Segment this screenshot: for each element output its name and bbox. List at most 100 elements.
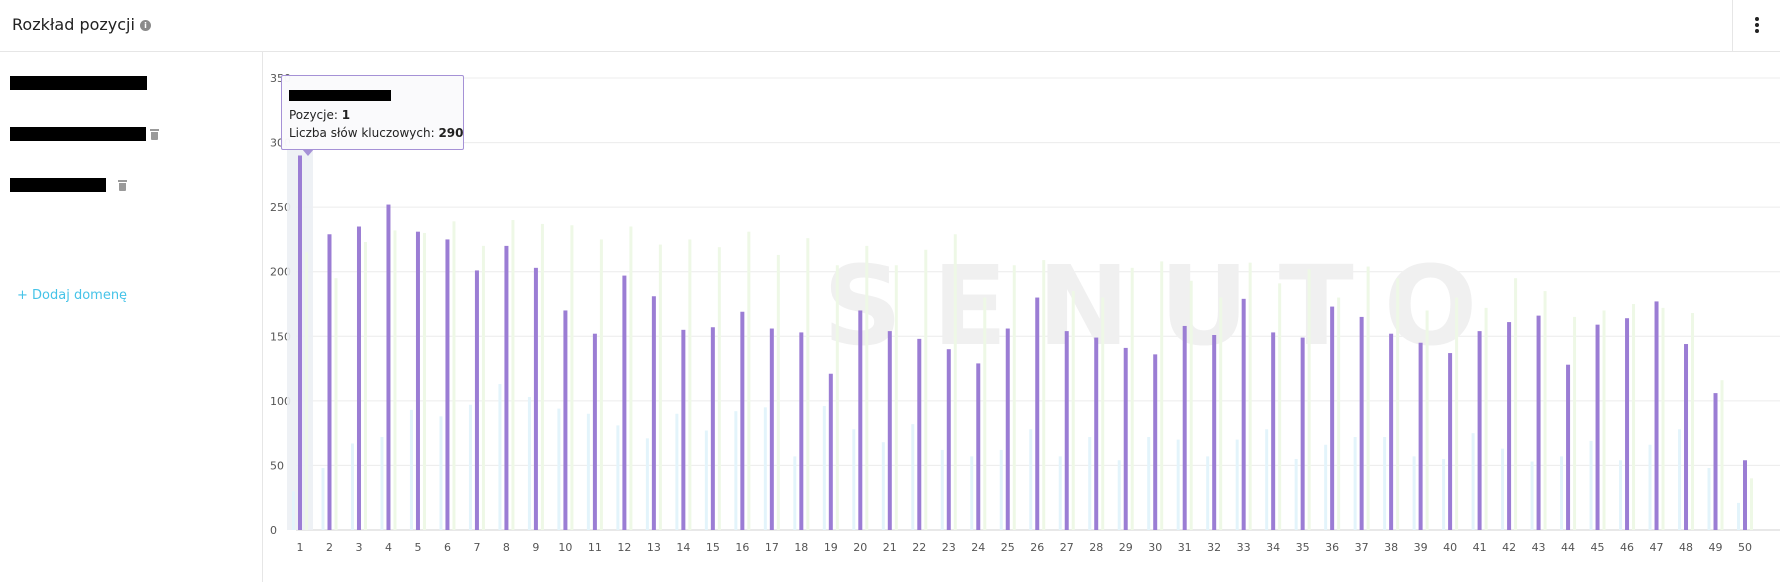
bar-series-1[interactable] xyxy=(1707,468,1711,530)
bar-series-3[interactable] xyxy=(1219,297,1223,530)
bar-series-3[interactable] xyxy=(393,230,397,531)
bar-series-1[interactable] xyxy=(970,456,974,530)
bar-series-2[interactable] xyxy=(769,328,774,530)
more-menu-button[interactable] xyxy=(1732,0,1780,51)
bar-series-3[interactable] xyxy=(1101,297,1105,530)
bar-series-2[interactable] xyxy=(1625,318,1630,530)
trash-icon[interactable] xyxy=(118,179,127,191)
bar-series-1[interactable] xyxy=(704,430,708,530)
bar-series-3[interactable] xyxy=(717,247,721,531)
bar-series-3[interactable] xyxy=(688,239,692,530)
bar-series-3[interactable] xyxy=(1396,278,1400,530)
bar-series-3[interactable] xyxy=(747,231,751,530)
bar-series-1[interactable] xyxy=(675,413,679,530)
bar-series-3[interactable] xyxy=(599,239,603,530)
bar-series-1[interactable] xyxy=(1619,460,1623,530)
bar-series-2[interactable] xyxy=(504,245,509,530)
bar-series-1[interactable] xyxy=(1412,456,1416,530)
bar-series-3[interactable] xyxy=(1042,260,1046,530)
bar-series-3[interactable] xyxy=(1366,266,1370,530)
bar-series-2[interactable] xyxy=(799,332,804,530)
bar-series-3[interactable] xyxy=(1691,313,1695,530)
bar-series-3[interactable] xyxy=(1130,267,1134,530)
bar-series-3[interactable] xyxy=(924,249,928,530)
bar-series-2[interactable] xyxy=(1035,297,1040,530)
bar-series-2[interactable] xyxy=(1212,334,1217,530)
bar-series-1[interactable] xyxy=(1530,461,1534,530)
bar-series-1[interactable] xyxy=(1737,502,1740,530)
bar-series-1[interactable] xyxy=(439,416,443,530)
bar-series-2[interactable] xyxy=(563,310,568,530)
bar-series-1[interactable] xyxy=(1294,458,1298,530)
bar-series-1[interactable] xyxy=(1678,429,1682,530)
bar-series-1[interactable] xyxy=(1058,456,1062,530)
bar-series-1[interactable] xyxy=(321,468,325,530)
bar-series-3[interactable] xyxy=(1160,261,1164,530)
bar-series-1[interactable] xyxy=(1353,437,1357,530)
bar-series-2[interactable] xyxy=(1507,322,1512,530)
bar-series-2[interactable] xyxy=(356,226,361,530)
bar-series-1[interactable] xyxy=(999,449,1003,530)
bar-series-3[interactable] xyxy=(1484,307,1488,530)
bar-series-1[interactable] xyxy=(1029,429,1033,530)
bar-series-1[interactable] xyxy=(911,424,915,530)
bar-series-1[interactable] xyxy=(1560,456,1564,530)
bar-series-3[interactable] xyxy=(776,254,780,530)
bar-series-1[interactable] xyxy=(616,425,620,530)
info-icon[interactable]: i xyxy=(139,20,151,31)
bar-series-2[interactable] xyxy=(1271,332,1276,530)
bar-series-3[interactable] xyxy=(1661,307,1665,530)
bar-series-3[interactable] xyxy=(1750,478,1753,530)
bar-series-1[interactable] xyxy=(1117,460,1121,530)
bar-series-1[interactable] xyxy=(1088,437,1092,530)
bar-series-3[interactable] xyxy=(452,221,456,530)
bar-series-2[interactable] xyxy=(1389,333,1394,530)
bar-series-2[interactable] xyxy=(1094,337,1099,530)
bar-series-1[interactable] xyxy=(1442,458,1446,530)
bar-series-2[interactable] xyxy=(533,267,538,530)
bar-series-2[interactable] xyxy=(1595,324,1600,530)
bar-series-2[interactable] xyxy=(710,327,715,530)
bar-series-1[interactable] xyxy=(527,396,531,530)
bar-series-2[interactable] xyxy=(740,311,745,530)
bar-series-2[interactable] xyxy=(1536,315,1541,530)
bar-series-3[interactable] xyxy=(983,297,987,530)
bar-series-1[interactable] xyxy=(380,437,384,530)
bar-series-1[interactable] xyxy=(409,409,413,530)
bar-series-2[interactable] xyxy=(1359,316,1364,530)
bar-series-3[interactable] xyxy=(1278,283,1282,530)
bar-series-1[interactable] xyxy=(763,407,767,530)
bar-series-3[interactable] xyxy=(570,225,574,531)
bar-series-3[interactable] xyxy=(835,265,839,530)
bar-series-3[interactable] xyxy=(1071,291,1075,530)
bar-series-2[interactable] xyxy=(1330,306,1335,530)
bar-series-2[interactable] xyxy=(976,363,981,530)
bar-series-2[interactable] xyxy=(946,349,951,530)
bar-series-2[interactable] xyxy=(298,155,302,530)
bar-series-3[interactable] xyxy=(363,242,367,531)
bar-series-3[interactable] xyxy=(422,232,426,530)
bar-series-3[interactable] xyxy=(1514,278,1518,530)
bar-series-3[interactable] xyxy=(1543,291,1547,530)
bar-series-3[interactable] xyxy=(1573,316,1577,530)
bar-series-3[interactable] xyxy=(1307,269,1311,530)
bar-series-2[interactable] xyxy=(1684,344,1689,530)
bar-series-2[interactable] xyxy=(681,329,686,530)
bar-series-3[interactable] xyxy=(1455,297,1459,530)
bar-series-2[interactable] xyxy=(415,231,420,530)
bar-series-2[interactable] xyxy=(1005,328,1010,530)
bar-series-1[interactable] xyxy=(1235,439,1239,530)
trash-icon[interactable] xyxy=(150,128,159,140)
bar-series-3[interactable] xyxy=(1248,262,1252,530)
bar-series-1[interactable] xyxy=(498,384,502,530)
bar-series-1[interactable] xyxy=(793,456,797,530)
bar-series-1[interactable] xyxy=(557,408,561,530)
bar-series-3[interactable] xyxy=(865,245,869,530)
bar-series-2[interactable] xyxy=(1477,331,1482,530)
bar-series-1[interactable] xyxy=(1471,433,1475,530)
bar-series-1[interactable] xyxy=(350,443,354,530)
bar-series-2[interactable] xyxy=(828,373,833,530)
bar-series-2[interactable] xyxy=(1743,460,1747,530)
bar-series-1[interactable] xyxy=(852,429,856,530)
bar-series-1[interactable] xyxy=(940,449,944,530)
